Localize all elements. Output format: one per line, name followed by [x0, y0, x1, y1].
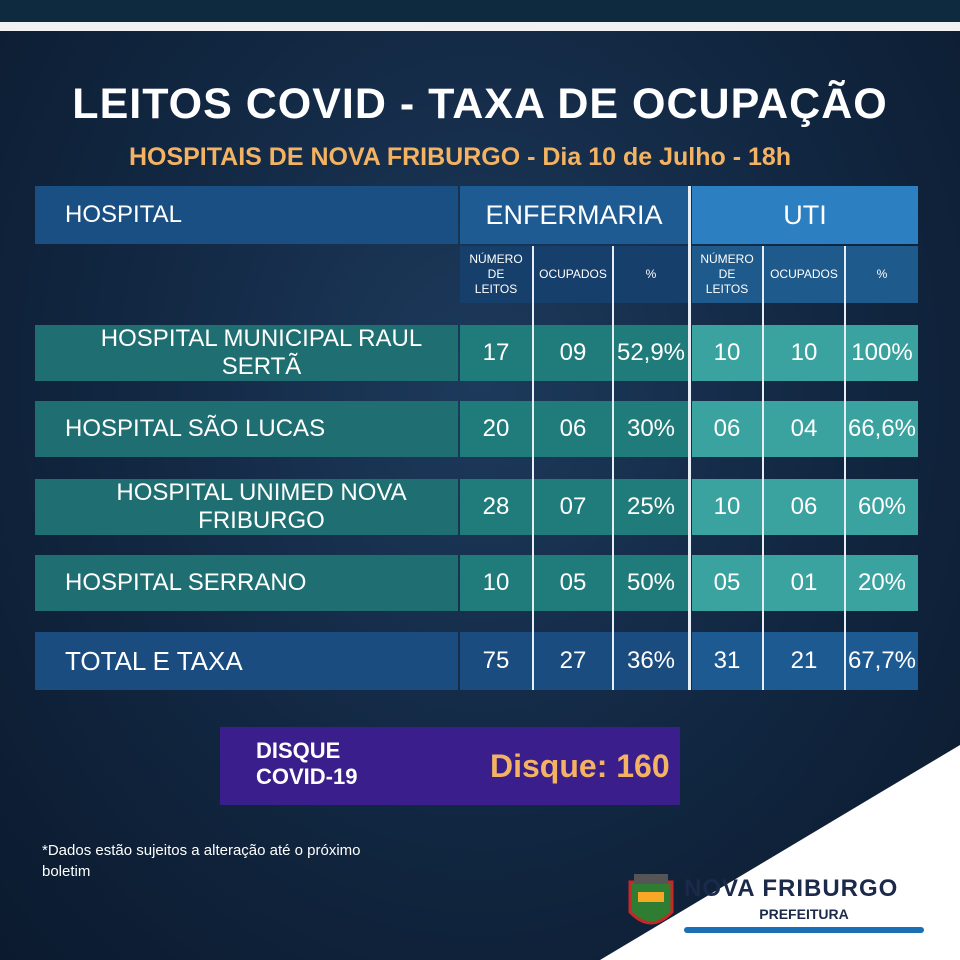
value-cell: 50% [614, 555, 688, 611]
value-cell: 07 [534, 479, 612, 535]
subtitle: HOSPITAIS DE NOVA FRIBURGO - Dia 10 de J… [128, 143, 792, 171]
hotline-text: Disque: 160 [490, 748, 670, 784]
subheader: NÚMERO DE LEITOS [692, 246, 762, 303]
total-cell: 31 [692, 632, 762, 690]
footnote: *Dados estão sujeitos a alteração até o … [42, 842, 361, 880]
header-group: ENFERMARIA [460, 186, 688, 244]
value-cell: 05 [534, 555, 612, 611]
value-cell: 06 [764, 479, 844, 535]
header-hospital: HOSPITAL [35, 186, 458, 244]
top-line [0, 22, 960, 31]
column-divider [532, 246, 534, 690]
hospital-name: HOSPITAL SERRANO [35, 555, 458, 611]
hotline-logo: DISQUE COVID-19 [256, 738, 357, 790]
column-divider [688, 186, 691, 690]
subheader: OCUPADOS [534, 246, 612, 303]
brand-bar [684, 927, 924, 933]
value-cell: 01 [764, 555, 844, 611]
value-cell: 05 [692, 555, 762, 611]
value-cell: 10 [460, 555, 532, 611]
value-cell: 52,9% [614, 325, 688, 381]
column-divider [844, 246, 846, 690]
hotline-box [220, 727, 680, 805]
hospital-name: HOSPITAL SÃO LUCAS [35, 401, 458, 457]
value-cell: 09 [534, 325, 612, 381]
subheader: NÚMERO DE LEITOS [460, 246, 532, 303]
brand-name: NOVA FRIBURGO [684, 875, 899, 902]
brand-sub: PREFEITURA [759, 906, 849, 922]
value-cell: 60% [846, 479, 918, 535]
total-cell: 21 [764, 632, 844, 690]
value-cell: 20 [460, 401, 532, 457]
subheader: % [614, 246, 688, 303]
value-cell: 10 [764, 325, 844, 381]
value-cell: 10 [692, 479, 762, 535]
value-cell: 66,6% [846, 401, 918, 457]
value-cell: 04 [764, 401, 844, 457]
column-divider [762, 246, 764, 690]
value-cell: 25% [614, 479, 688, 535]
value-cell: 20% [846, 555, 918, 611]
subheader: % [846, 246, 918, 303]
hotline-logo-line: COVID-19 [256, 764, 358, 789]
value-cell: 06 [692, 401, 762, 457]
coat-of-arms [628, 874, 674, 925]
title: LEITOS COVID - TAXA DE OCUPAÇÃO [72, 80, 888, 128]
subheader: OCUPADOS [764, 246, 844, 303]
value-cell: 30% [614, 401, 688, 457]
value-cell: 100% [846, 325, 918, 381]
value-cell: 17 [460, 325, 532, 381]
total-cell: 36% [614, 632, 688, 690]
total-cell: 27 [534, 632, 612, 690]
header-group: UTI [692, 186, 918, 244]
value-cell: 28 [460, 479, 532, 535]
total-cell: 67,7% [846, 632, 918, 690]
total-cell: 75 [460, 632, 532, 690]
column-divider [612, 246, 614, 690]
hospital-name: HOSPITAL MUNICIPAL RAUL SERTÃ [35, 325, 458, 381]
hospital-name: HOSPITAL UNIMED NOVA FRIBURGO [35, 479, 458, 535]
hotline-logo-line: DISQUE [256, 738, 341, 763]
value-cell: 06 [534, 401, 612, 457]
total-label: TOTAL E TAXA [35, 632, 458, 690]
top-band [0, 0, 960, 22]
value-cell: 10 [692, 325, 762, 381]
